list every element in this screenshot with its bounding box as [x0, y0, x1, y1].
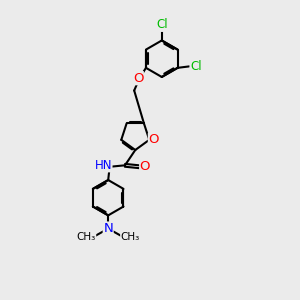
Text: Cl: Cl: [156, 18, 168, 32]
Text: O: O: [148, 133, 159, 146]
Text: N: N: [103, 222, 113, 235]
Text: Cl: Cl: [190, 60, 202, 73]
Text: CH₃: CH₃: [121, 232, 140, 242]
Text: O: O: [133, 72, 143, 85]
Text: CH₃: CH₃: [76, 232, 96, 242]
Text: O: O: [140, 160, 150, 173]
Text: HN: HN: [94, 159, 112, 172]
